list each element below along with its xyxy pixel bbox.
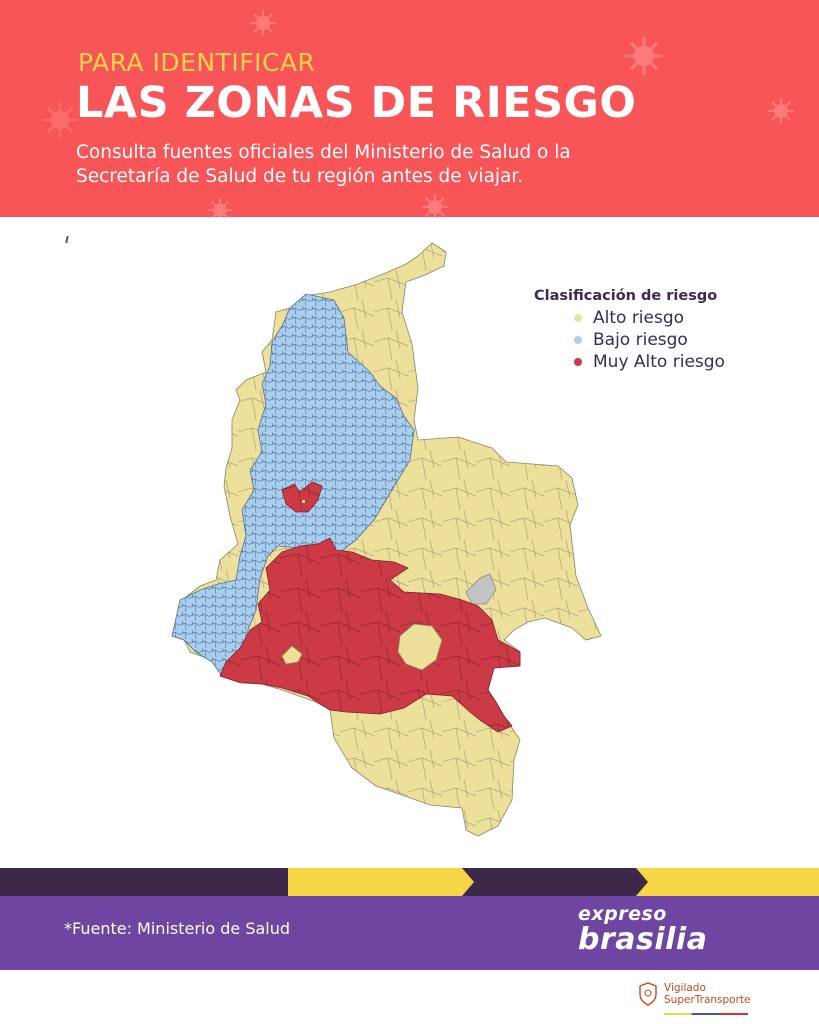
legend-item-alto: Alto riesgo [574, 307, 725, 329]
virus-icon [768, 98, 794, 124]
footer-stripe [0, 868, 819, 896]
subtitle-line: Consulta fuentes oficiales del Ministeri… [76, 142, 571, 163]
legend-title: Clasificación de riesgo [534, 288, 718, 304]
bajo-dot-icon [574, 336, 582, 344]
header-subtitle: Consulta fuentes oficiales del Ministeri… [76, 141, 776, 189]
virus-icon [624, 36, 664, 76]
muy-alto-riesgo-region [219, 537, 521, 733]
brand-logo: expreso brasilia [578, 904, 707, 956]
virus-icon [207, 197, 233, 217]
map-legend: Clasificación de riesgo Alto riesgo Bajo… [534, 288, 725, 373]
header-kicker: PARA IDENTIFICAR [78, 48, 316, 77]
shield-icon [639, 982, 657, 1006]
brand-logo-top: expreso [578, 903, 667, 925]
virus-icon [42, 102, 78, 138]
header-banner: PARA IDENTIFICAR LAS ZONAS DE RIESGO Con… [0, 0, 819, 217]
subtitle-line: Secretaría de Salud de tu región antes d… [76, 166, 524, 187]
arrow-stripe-graphic [288, 868, 819, 896]
virus-icon [422, 194, 448, 217]
source-note: *Fuente: Ministerio de Salud [64, 919, 291, 938]
page-title: LAS ZONAS DE RIESGO [76, 78, 637, 128]
legend-item-muy-alto: Muy Alto riesgo [574, 351, 725, 373]
vigilado-line: SuperTransporte [664, 994, 751, 1006]
alto-dot-icon [574, 314, 582, 322]
legend-label: Muy Alto riesgo [593, 352, 725, 372]
brand-logo-bottom: brasilia [578, 922, 708, 957]
stray-mark [65, 235, 69, 244]
flag-bar [664, 1013, 748, 1015]
legend-label: Bajo riesgo [593, 330, 688, 350]
vigilado-line: Vigilado [664, 982, 706, 994]
alto-riesgo-enclave [397, 623, 443, 671]
footer-band: *Fuente: Ministerio de Salud expreso bra… [0, 896, 819, 970]
muy-alto-riesgo-cluster [281, 481, 323, 513]
legend-item-bajo: Bajo riesgo [574, 329, 725, 351]
alto-riesgo-enclave [281, 645, 303, 665]
muy-alto-dot-icon [574, 358, 582, 366]
island-mark [302, 500, 305, 503]
vigilado-badge: Vigilado SuperTransporte [638, 982, 751, 1015]
virus-icon [250, 10, 276, 36]
legend-label: Alto riesgo [593, 308, 685, 328]
risk-map [171, 242, 602, 837]
